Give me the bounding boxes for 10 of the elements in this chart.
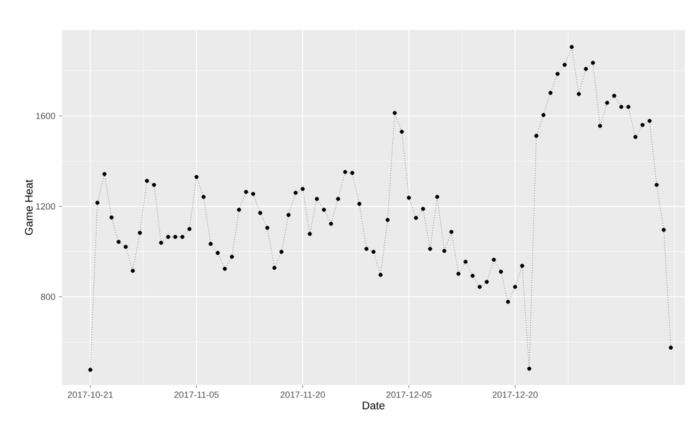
y-axis-title: Game Heat — [24, 180, 33, 235]
x-tick-label: 2017-11-20 — [280, 392, 325, 398]
x-tick-label: 2017-11-05 — [174, 392, 219, 398]
y-tick-label: 800 — [40, 294, 56, 300]
y-tick-label: 1600 — [36, 112, 56, 120]
x-tick-label: 2017-12-20 — [492, 392, 538, 398]
x-tick-label: 2017-12-05 — [386, 392, 432, 398]
x-tick-label: 2017-10-21 — [68, 392, 113, 398]
y-tick-label: 1200 — [36, 203, 56, 210]
x-axis-title: Date — [362, 402, 385, 410]
